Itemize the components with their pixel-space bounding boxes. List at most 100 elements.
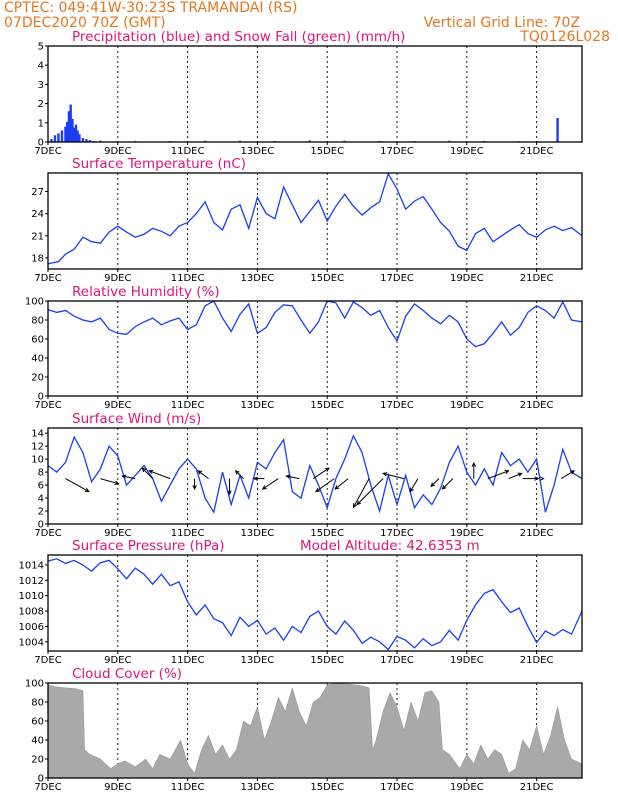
wind-vector-head xyxy=(324,467,330,472)
wind-vector xyxy=(382,472,405,480)
rh-ytick-label: 80 xyxy=(31,316,44,327)
rh-xtick-label: 17DEC xyxy=(380,400,414,411)
rh-panel: 0 20 40 60 80 100 7DEC 9DEC 11DEC 13DEC 15DEC 17DEC… xyxy=(25,297,583,411)
wind-xtick-label: 13DEC xyxy=(241,528,275,539)
wind-vector-head xyxy=(148,469,154,475)
temp-ytick-label: 24 xyxy=(31,209,44,220)
pressure-xtick-label: 19DEC xyxy=(450,655,484,666)
precip-bar xyxy=(50,139,53,142)
pressure-xtick-label: 9DEC xyxy=(104,655,131,666)
wind-vector xyxy=(192,478,197,491)
wind-vector-head xyxy=(227,490,232,496)
pressure-ytick-label: 1008 xyxy=(19,607,44,618)
wind-vector xyxy=(471,461,476,479)
wind-vector xyxy=(352,478,370,509)
cloud-xtick-label: 17DEC xyxy=(380,782,414,793)
wind-xtick-label: 11DEC xyxy=(171,528,205,539)
cloud-title: Cloud Cover (%) xyxy=(72,666,182,682)
wind-vector-shaft xyxy=(262,478,279,490)
precip-bar xyxy=(556,118,559,142)
wind-vector-shaft xyxy=(235,470,244,479)
cloud-ytick-label: 60 xyxy=(31,717,44,728)
rh-xtick-label: 7DEC xyxy=(34,400,61,411)
wind-ytick-label: 10 xyxy=(31,455,44,466)
temp-xtick-label: 21DEC xyxy=(520,273,554,284)
wind-vector-head xyxy=(382,472,388,477)
wind-vector-shaft xyxy=(356,478,384,505)
wind-vector xyxy=(315,478,335,493)
pressure-xtick-label: 21DEC xyxy=(520,655,554,666)
precip-xtick-label: 13DEC xyxy=(241,146,275,157)
snow-bar xyxy=(203,140,207,142)
pressure-title: Surface Pressure (hPa) xyxy=(72,538,225,554)
wind-vector-head xyxy=(334,485,340,490)
precip-xtick-label: 17DEC xyxy=(380,146,414,157)
precip-title: Precipitation (blue) and Snow Fall (gree… xyxy=(72,29,405,45)
cloud-xtick-label: 13DEC xyxy=(241,782,275,793)
wind-vector-shaft xyxy=(65,478,90,493)
wind-vector-shaft xyxy=(430,478,440,487)
wind-vector-head xyxy=(197,470,203,475)
wind-vector xyxy=(148,469,171,480)
wind-vector-head xyxy=(409,487,414,493)
rh-title: Relative Humidity (%) xyxy=(72,284,220,300)
precip-xtick-label: 21DEC xyxy=(520,146,554,157)
temp-ytick-label: 18 xyxy=(31,253,44,264)
rh-xtick-label: 9DEC xyxy=(104,400,131,411)
precip-bar xyxy=(76,130,79,142)
wind-vector xyxy=(560,470,576,480)
precip-ytick-label: 1 xyxy=(38,118,44,129)
rh-xtick-label: 15DEC xyxy=(310,400,344,411)
model-altitude: Model Altitude: 42.6353 m xyxy=(300,538,480,554)
pressure-xtick-label: 13DEC xyxy=(241,655,275,666)
cloud-ytick-label: 0 xyxy=(38,774,44,785)
temp-xtick-label: 7DEC xyxy=(34,273,61,284)
precip-xtick-label: 19DEC xyxy=(450,146,484,157)
precip-bar xyxy=(72,127,76,142)
precip-bar xyxy=(60,130,64,142)
temp-xtick-label: 11DEC xyxy=(171,273,205,284)
wind-vector-shaft xyxy=(383,472,405,480)
precip-bar xyxy=(53,135,57,142)
wind-vector-head xyxy=(517,472,523,477)
pressure-xtick-label: 15DEC xyxy=(310,655,344,666)
wind-vector-shaft xyxy=(353,478,370,508)
rh-frame xyxy=(47,300,583,397)
snow-bar xyxy=(99,140,102,142)
rh-xtick-label: 21DEC xyxy=(520,400,554,411)
wind-vector xyxy=(100,478,120,485)
snow-bar xyxy=(448,140,451,142)
wind-vector-head xyxy=(252,476,258,481)
wind-vector-head xyxy=(141,467,147,473)
wind-vector-shaft xyxy=(560,470,575,480)
wind-vector xyxy=(441,478,454,490)
wind-vector xyxy=(487,469,510,480)
wind-ytick-label: 14 xyxy=(31,429,44,440)
wind-vector-head xyxy=(234,469,240,475)
wind-vector xyxy=(508,472,523,480)
wind-ytick-label: 0 xyxy=(38,520,44,531)
snow-bar xyxy=(308,140,311,142)
wind-vector-shaft xyxy=(141,467,154,479)
wind-vector-shaft xyxy=(122,475,136,480)
rh-ytick-label: 40 xyxy=(31,354,44,365)
wind-vector xyxy=(197,470,209,479)
pressure-ytick-label: 1004 xyxy=(19,637,44,648)
cloud-xtick-label: 11DEC xyxy=(171,782,205,793)
precip-xtick-label: 9DEC xyxy=(104,146,131,157)
wind-vector-shaft xyxy=(487,470,509,480)
wind-title: Surface Wind (m/s) xyxy=(72,411,201,427)
wind-vector xyxy=(522,476,540,481)
wind-ytick-label: 6 xyxy=(38,481,44,492)
wind-vector-head xyxy=(315,487,321,493)
temp-xtick-label: 17DEC xyxy=(380,273,414,284)
cloud-ytick-label: 20 xyxy=(31,755,44,766)
wind-vector-head xyxy=(352,503,358,509)
wind-vector-shaft xyxy=(409,478,419,492)
temp-line xyxy=(47,172,583,265)
cloud-xtick-label: 15DEC xyxy=(310,782,344,793)
wind-vector-head xyxy=(285,474,291,479)
grid-note: Vertical Grid Line: 70Z xyxy=(424,15,580,31)
